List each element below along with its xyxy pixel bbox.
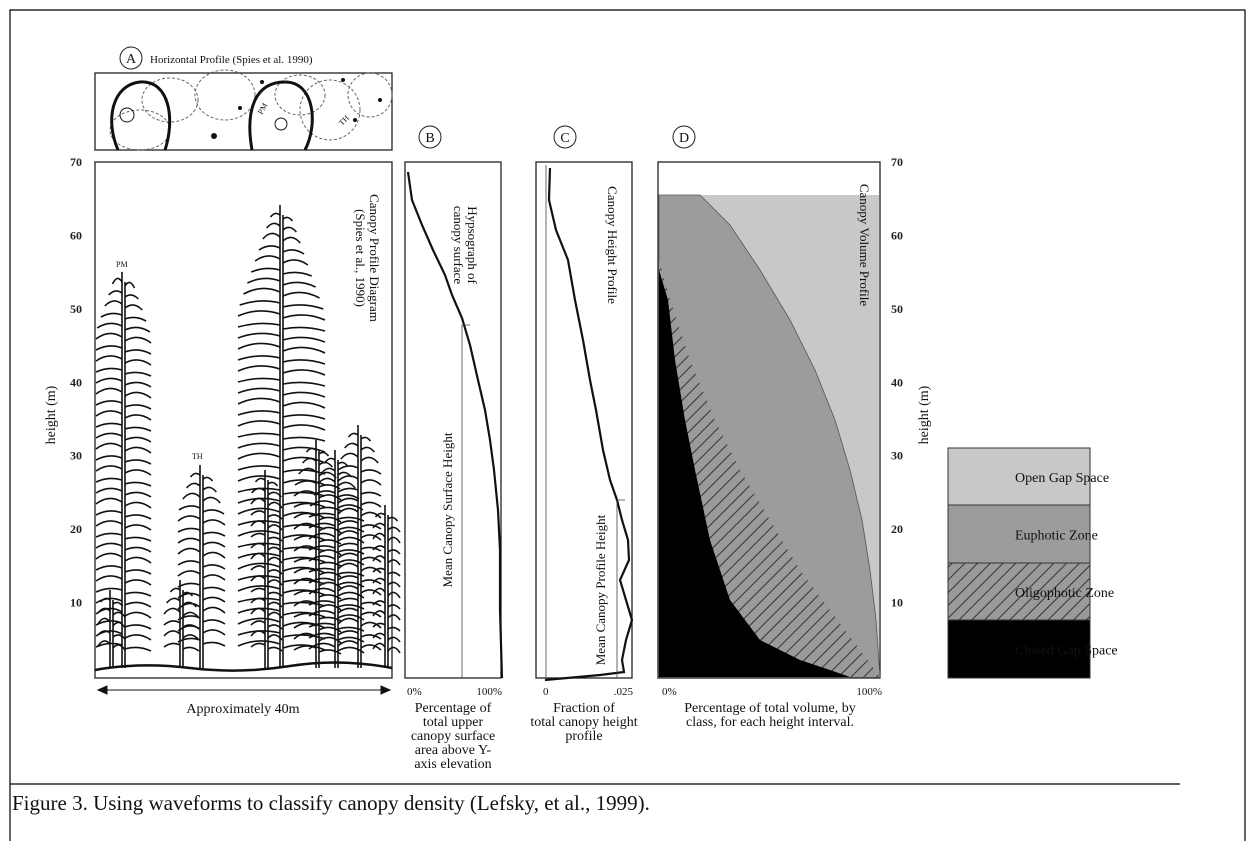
x-tick-label: 0%: [407, 686, 422, 698]
legend-label: Oligophotic Zone: [1015, 586, 1114, 601]
diagram-label-line: (Spies et al., 1990): [353, 209, 368, 307]
y-tick-label: 30: [891, 449, 903, 463]
horizontal-profile-box: [95, 73, 392, 150]
x-label-line: total upper: [423, 715, 484, 730]
curve-label-line: canopy surface: [451, 206, 466, 285]
y-tick-label: 40: [70, 375, 82, 389]
x-tick-label: 100%: [856, 686, 882, 698]
diagram-label-line: Canopy Profile Diagram: [367, 194, 382, 322]
y-tick-label: 10: [70, 596, 82, 610]
x-label: Approximately 40m: [186, 702, 299, 717]
tree-label: TH: [192, 452, 203, 461]
x-label-line: Fraction of: [553, 701, 615, 716]
x-label-line: axis elevation: [414, 757, 491, 772]
panel-letter: B: [425, 131, 434, 146]
y-tick-label: 20: [70, 522, 82, 536]
extent-arrow: [98, 686, 390, 694]
x-label: Percentage of total volume, byclass, for…: [684, 701, 855, 730]
curve-label-line: Hypsograph of: [465, 206, 480, 284]
y-tick-label: 50: [891, 302, 903, 316]
y-tick-label: 30: [70, 449, 82, 463]
y-label: height (m): [44, 385, 59, 444]
y-tick-label: 20: [891, 522, 903, 536]
y-tick-label: 60: [70, 228, 82, 242]
panel-letter: C: [560, 131, 569, 146]
y-tick-label: 70: [70, 155, 82, 169]
legend-label: Open Gap Space: [1015, 471, 1109, 486]
x-label-line: area above Y-: [415, 743, 492, 758]
legend-label: Euphotic Zone: [1015, 529, 1098, 544]
x-label-line: total canopy height: [530, 715, 637, 730]
y-ticks: 70 60 50 40 30 20 10: [891, 155, 903, 610]
mean-label: Mean Canopy Profile Height: [593, 514, 608, 665]
panel-b: B Hypsograph ofcanopy surface Mean Canop…: [405, 126, 502, 772]
y-tick-label: 60: [891, 228, 903, 242]
y-tick-label: 10: [891, 596, 903, 610]
y-tick-label: 70: [891, 155, 903, 169]
horizontal-profile-title: Horizontal Profile (Spies et al. 1990): [150, 54, 313, 66]
curve-label: Canopy Volume Profile: [857, 184, 872, 307]
tree-label: PM: [116, 260, 128, 269]
panel-c: C Canopy Height Profile Mean Canopy Prof…: [530, 126, 637, 744]
mean-label: Mean Canopy Surface Height: [440, 432, 455, 587]
panel-d: D Canopy Volume Profile 0% 100% Percenta…: [658, 126, 932, 730]
x-tick-label: 0: [543, 686, 549, 698]
y-ticks: 70 60 50 40 30 20 10: [70, 155, 82, 610]
panel-letter: D: [679, 131, 689, 146]
x-tick-label: 0%: [662, 686, 677, 698]
y-tick-label: 40: [891, 375, 903, 389]
x-tick-label: 100%: [476, 686, 502, 698]
x-tick-label: .025: [614, 686, 634, 698]
panel-letter: A: [126, 52, 137, 67]
x-label-line: Percentage of: [415, 701, 492, 716]
legend: Open Gap Space Euphotic Zone Oligophotic Z…: [948, 448, 1118, 678]
caption: Figure 3. Using waveforms to classify ca…: [12, 791, 650, 815]
y-label: height (m): [917, 385, 932, 444]
x-label-line: canopy surface: [411, 729, 495, 744]
figure: Figure 3. Using waveforms to classify ca…: [0, 0, 1255, 841]
panel-a: A Horizontal Profile (Spies et al. 1990)…: [44, 47, 400, 717]
x-label-line: class, for each height interval.: [686, 715, 854, 730]
x-label-line: Percentage of total volume, by: [684, 701, 855, 716]
curve-label: Canopy Height Profile: [605, 186, 620, 304]
y-tick-label: 50: [70, 302, 82, 316]
curve-label: Hypsograph ofcanopy surface: [451, 206, 480, 285]
legend-label: Closed Gap Space: [1015, 644, 1118, 659]
x-label-line: profile: [565, 729, 602, 744]
diagram-label: Canopy Profile Diagram(Spies et al., 199…: [353, 194, 382, 322]
